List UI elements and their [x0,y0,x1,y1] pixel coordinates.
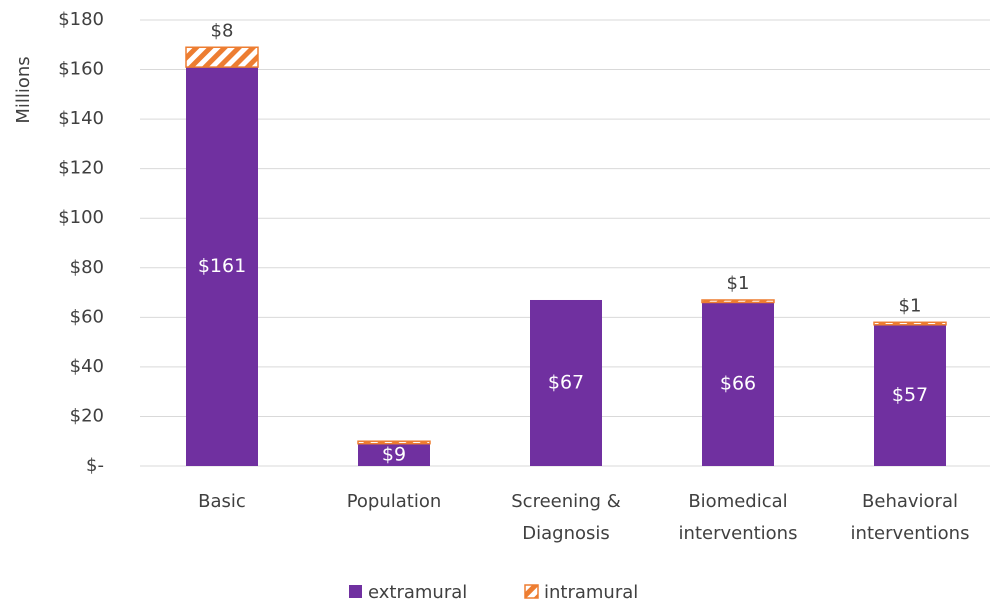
y-tick-label: $140 [58,108,104,129]
y-tick-label: $40 [70,356,104,377]
bar-segment [874,324,946,466]
y-axis-label: Millions [13,56,34,123]
y-tick-label: $20 [70,405,104,426]
legend-swatch [349,585,362,598]
bar-segment [358,443,430,466]
data-label: $161 [198,255,246,277]
y-tick-label: $180 [58,9,104,30]
x-tick-label: Screening & [511,491,620,512]
x-tick-label: interventions [679,523,798,544]
x-tick-label: Diagnosis [522,523,610,544]
x-tick-label: Biomedical [688,491,787,512]
legend-swatch [524,584,539,599]
bar-segment [185,46,259,68]
legend-label: intramural [544,582,638,603]
legend-label: extramural [368,582,467,603]
bar-segment [357,440,431,445]
data-label: $57 [892,384,928,406]
bar-segment [701,299,775,304]
bar-segment [702,302,774,466]
bar-segment [873,321,947,326]
data-label: $8 [211,20,234,41]
bar-segment [186,67,258,467]
x-tick-label: Basic [198,491,246,512]
y-tick-label: $120 [58,158,104,179]
x-tick-label: interventions [851,523,970,544]
data-label: $67 [548,371,584,393]
x-tick-label: Behavioral [862,491,958,512]
y-tick-label: $- [86,455,104,476]
x-tick-label: Population [347,491,442,512]
data-label: $1 [727,273,750,294]
y-tick-label: $100 [58,207,104,228]
y-tick-label: $160 [58,59,104,80]
bar-segment [530,299,602,466]
y-tick-label: $80 [70,257,104,278]
data-label: $1 [899,295,922,316]
data-label: $9 [382,443,406,465]
data-label: $66 [720,373,756,395]
y-tick-label: $60 [70,306,104,327]
